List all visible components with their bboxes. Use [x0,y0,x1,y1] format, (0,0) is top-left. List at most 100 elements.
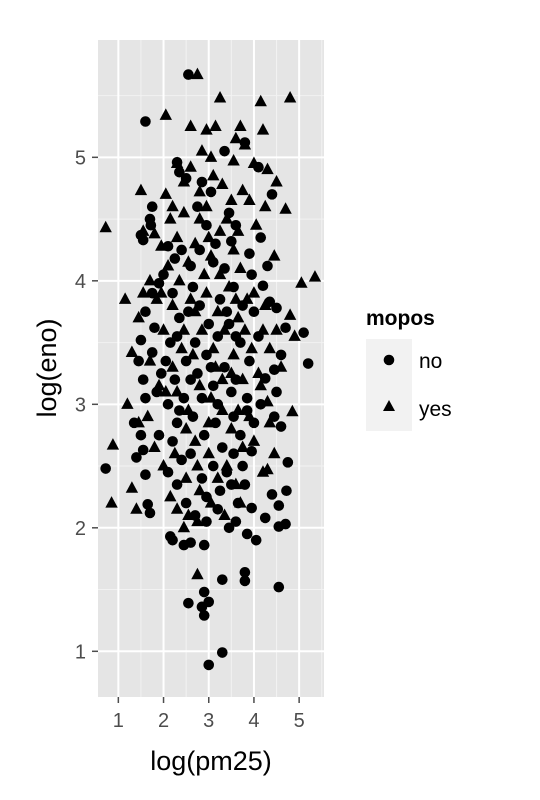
point-yes [250,218,263,230]
point-yes [231,224,245,236]
data-points [99,67,322,671]
point-yes [231,310,245,323]
point-no [146,201,158,213]
point-no [241,528,253,540]
point-yes [256,323,270,335]
point-no [180,497,192,509]
point-yes [166,199,179,212]
point-no [266,189,278,200]
point-no [137,234,149,246]
point-yes [283,91,297,103]
point-no [149,322,160,334]
x-axis-ticks: 1 2 3 4 5 [113,697,305,732]
point-yes [182,255,195,267]
point-no [146,347,158,358]
point-no [271,302,282,314]
point-no [133,355,144,367]
point-yes [225,422,238,434]
point-yes [227,242,240,255]
point-no [140,116,151,127]
point-yes [118,292,132,304]
point-yes [125,481,139,493]
point-yes [283,308,297,320]
point-yes [238,137,252,150]
point-yes [222,279,236,292]
point-no [183,597,194,609]
point-no [189,337,201,348]
point-yes [193,212,206,224]
point-no [176,244,187,256]
point-yes [227,154,240,166]
point-yes [164,489,177,502]
point-no [174,166,185,178]
point-no [255,232,267,243]
point-no [196,176,208,188]
point-no [228,448,239,460]
point-yes [182,508,195,520]
point-no [217,442,228,453]
point-no [171,417,183,429]
point-yes [270,323,283,335]
legend-triangle-icon [383,400,395,411]
point-yes [186,347,200,360]
point-no [196,392,208,404]
point-yes [137,286,150,298]
point-no [214,485,226,497]
point-yes [268,249,281,261]
point-no [217,574,228,585]
point-no [185,374,196,385]
point-yes [193,378,206,391]
point-yes [254,378,267,391]
point-no [100,463,111,474]
point-yes [141,409,154,422]
point-no [239,575,251,587]
point-yes [247,286,261,298]
point-yes [130,502,143,514]
x-axis-title: log(pm25) [150,746,272,776]
point-no [196,473,208,484]
point-no [183,69,194,80]
point-yes [148,440,161,453]
point-yes [202,230,215,243]
point-yes [166,360,179,372]
point-yes [191,459,204,471]
point-no [165,337,176,348]
point-no [239,479,251,490]
point-no [219,145,230,157]
point-no [275,421,287,432]
point-yes [261,394,274,407]
point-no [246,502,257,514]
point-yes [132,310,145,323]
point-yes [268,446,281,459]
point-yes [166,298,179,311]
point-no [268,364,280,376]
point-no [174,405,185,416]
point-no [140,306,151,317]
point-no [244,355,255,367]
point-yes [218,323,231,335]
point-no [302,358,314,369]
point-no [155,368,167,379]
y-tick-label: 1 [75,641,86,663]
point-yes [105,496,118,508]
point-yes [263,341,276,354]
point-yes [198,267,211,280]
point-yes [204,391,218,403]
point-yes [252,366,265,378]
point-yes [200,123,213,135]
point-no [282,457,294,468]
point-yes [200,199,213,212]
point-no [207,460,219,472]
point-yes [182,403,195,415]
point-yes [157,459,170,471]
point-yes [173,273,186,286]
point-yes [286,404,299,417]
point-yes [125,345,139,357]
point-yes [150,292,163,304]
point-no [205,186,217,198]
point-yes [170,156,184,168]
point-yes [159,384,172,397]
point-yes [143,354,157,366]
point-yes [188,434,202,446]
y-tick-label: 3 [75,394,86,416]
